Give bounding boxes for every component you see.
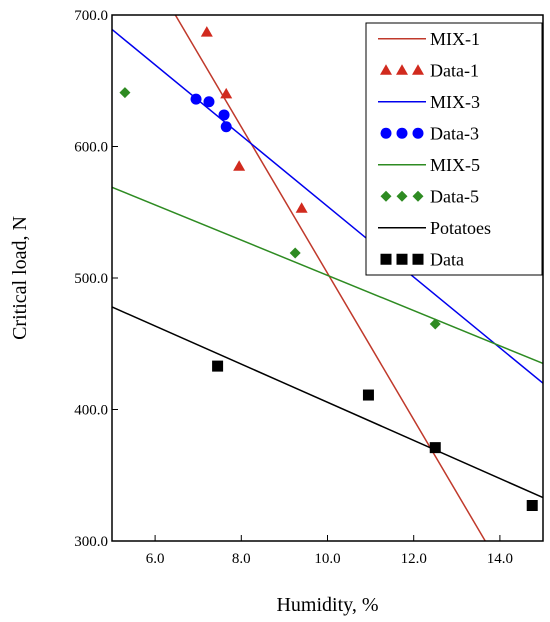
legend-swatch-data-3 (380, 127, 424, 139)
y-axis-label: Critical load, N (9, 216, 31, 340)
point-data-5-2 (429, 318, 441, 330)
legend-marker-data-5-2 (412, 190, 424, 202)
x-tick-label-4: 14.0 (487, 551, 513, 567)
y-tick-label-2: 500.0 (74, 271, 108, 287)
legend-marker-data-1-2 (412, 64, 424, 75)
legend-label-data-3: Data-3 (430, 123, 479, 143)
legend-swatch-data-1 (380, 64, 424, 75)
point-data-3 (526, 499, 538, 511)
legend-marker-data-5-1 (396, 190, 408, 202)
legend-swatch-data-5 (380, 190, 424, 202)
x-tick-label-3: 12.0 (401, 551, 427, 567)
series-line-mix-3 (112, 28, 543, 384)
point-data-1-3 (295, 202, 308, 213)
legend-marker-data-1 (396, 253, 408, 265)
point-data-3-0 (190, 93, 202, 105)
point-data-1-0 (200, 26, 213, 37)
legend-marker-data-1-0 (380, 64, 392, 75)
legend-marker-data-2 (412, 253, 424, 265)
legend-label-potatoes: Potatoes (430, 218, 491, 238)
legend-box (365, 22, 543, 276)
legend-label-data: Data (430, 249, 464, 269)
legend-marker-data-1-1 (396, 64, 408, 75)
y-tick-label-4: 700.0 (74, 8, 108, 24)
x-tick-label-1: 8.0 (232, 551, 251, 567)
x-tick-label-0: 6.0 (146, 551, 165, 567)
legend-label-data-5: Data-5 (430, 186, 479, 206)
legend: MIX-1 Data-1 MIX-3 Data-3 MIX-5 Data-5 Potatoe… (365, 22, 543, 276)
legend-label-mix-5: MIX-5 (430, 155, 480, 175)
point-data-2 (429, 442, 441, 454)
legend-marker-data-0 (380, 253, 392, 265)
point-data-3-1 (203, 96, 215, 108)
point-data-5-0 (119, 87, 131, 99)
point-data-3-3 (220, 121, 232, 133)
x-tick-label-2: 10.0 (314, 551, 340, 567)
legend-marker-data-5-0 (380, 190, 392, 202)
legend-label-mix-1: MIX-1 (430, 29, 480, 49)
plot-marks (112, 15, 543, 541)
legend-marker-data-3-1 (396, 127, 408, 139)
point-data-5-1 (289, 247, 301, 259)
legend-swatch-data (380, 253, 424, 265)
y-tick-label-0: 300.0 (74, 534, 108, 550)
point-data-1-2 (233, 160, 246, 171)
legend-label-mix-3: MIX-3 (430, 92, 480, 112)
series-line-potatoes (112, 306, 543, 499)
point-data-1 (362, 389, 374, 401)
point-data-1-1 (220, 87, 233, 99)
series-line-mix-5 (112, 186, 543, 365)
y-tick-label-3: 600.0 (74, 140, 108, 156)
legend-label-data-1: Data-1 (430, 60, 479, 80)
legend-marker-data-3-0 (380, 127, 392, 139)
x-axis-label: Humidity, % (276, 594, 378, 616)
legend-marker-data-3-2 (412, 127, 424, 139)
point-data-3-2 (218, 109, 230, 121)
point-data-0 (212, 360, 224, 372)
axis-ticks: 6.0 8.0 10.0 12.0 14.0 300.0 400.0 500.0 600.0 70… (74, 8, 513, 567)
y-tick-label-1: 400.0 (74, 403, 108, 419)
series-line-mix-1 (174, 15, 486, 541)
